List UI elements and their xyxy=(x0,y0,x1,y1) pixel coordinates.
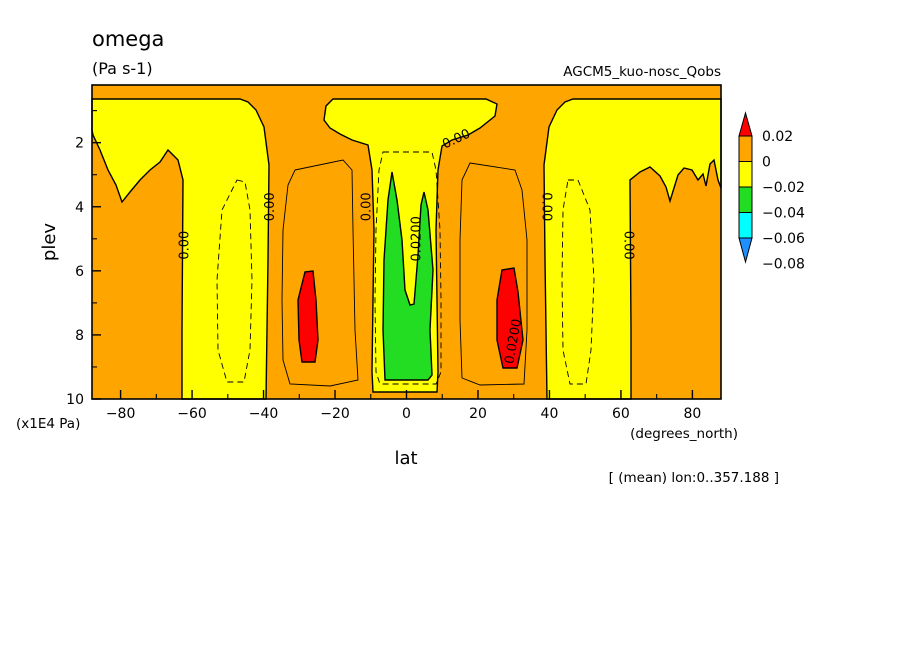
chart-subtitle: AGCM5_kuo-nosc_Qobs xyxy=(563,64,721,80)
yellow-region-sh-polar xyxy=(91,98,270,400)
colorbar-segment xyxy=(738,161,753,188)
y-tick-label: 4 xyxy=(75,200,84,216)
x-tick-label: 40 xyxy=(541,406,559,422)
contour-thin-sh xyxy=(281,159,359,387)
contour-dashed-equator xyxy=(374,151,442,385)
y-tick-label: 2 xyxy=(75,136,84,152)
x-axis-label: lat xyxy=(394,448,417,469)
x-tick-label: −40 xyxy=(249,406,279,422)
contour-label: 0.00 xyxy=(621,231,636,260)
colorbar-label: −0.02 xyxy=(762,180,805,196)
contour-thin-nh xyxy=(459,162,528,386)
colorbar-label: −0.04 xyxy=(762,206,805,222)
y-tick-label: 10 xyxy=(66,392,84,408)
y-tick-label: 6 xyxy=(75,264,84,280)
x-tick-label: 80 xyxy=(683,406,701,422)
yellow-region-nh-polar xyxy=(543,98,722,400)
x-tick-label: −60 xyxy=(177,406,207,422)
colorbar-segment xyxy=(738,135,753,162)
y-tick-label: 8 xyxy=(75,328,84,344)
contour-label: 0.00 xyxy=(177,231,192,260)
colorbar-arrow-bottom xyxy=(738,237,753,264)
colorbar-label: −0.08 xyxy=(762,257,805,273)
contour-label: 0.00 xyxy=(263,192,278,221)
contour-dashed-nh xyxy=(561,179,595,385)
x-tick-label: 0 xyxy=(402,406,411,422)
x-tick-label: 20 xyxy=(469,406,487,422)
chart-title: omega xyxy=(92,27,164,51)
y-axis-ticks: 2 4 6 8 10 xyxy=(66,110,101,408)
colorbar-label: 0.02 xyxy=(762,129,793,145)
chart-units: (Pa s-1) xyxy=(92,59,153,78)
x-tick-label: −20 xyxy=(320,406,350,422)
red-region-nh xyxy=(496,267,524,369)
red-region-sh xyxy=(297,270,319,363)
contour-label: 0.00 xyxy=(360,192,375,221)
mean-annotation: [ (mean) lon:0..357.188 ] xyxy=(609,470,779,486)
colorbar-segment xyxy=(738,212,753,239)
contour-dashed-sh xyxy=(216,179,253,383)
x-axis-units: (degrees_north) xyxy=(630,426,738,442)
y-axis-units: (x1E4 Pa) xyxy=(16,416,80,432)
colorbar-label: −0.06 xyxy=(762,231,805,247)
x-tick-label: 60 xyxy=(612,406,630,422)
x-axis-ticks: −80 −60 −40 −20 0 20 40 60 80 xyxy=(106,390,701,422)
yellow-region-tropical xyxy=(323,98,498,393)
colorbar-arrow-top xyxy=(738,111,753,137)
x-tick-label: −80 xyxy=(106,406,136,422)
y-axis-label: plev xyxy=(39,223,60,262)
colorbar-segment xyxy=(738,186,753,213)
contour-label: 0.0200 xyxy=(410,216,425,261)
colorbar-label: 0 xyxy=(762,155,771,171)
contour-label: 0.00 xyxy=(538,192,553,221)
colorbar: 0.02 0 −0.02 −0.04 −0.06 −0.08 xyxy=(738,111,805,273)
green-region-equatorial xyxy=(382,171,434,381)
